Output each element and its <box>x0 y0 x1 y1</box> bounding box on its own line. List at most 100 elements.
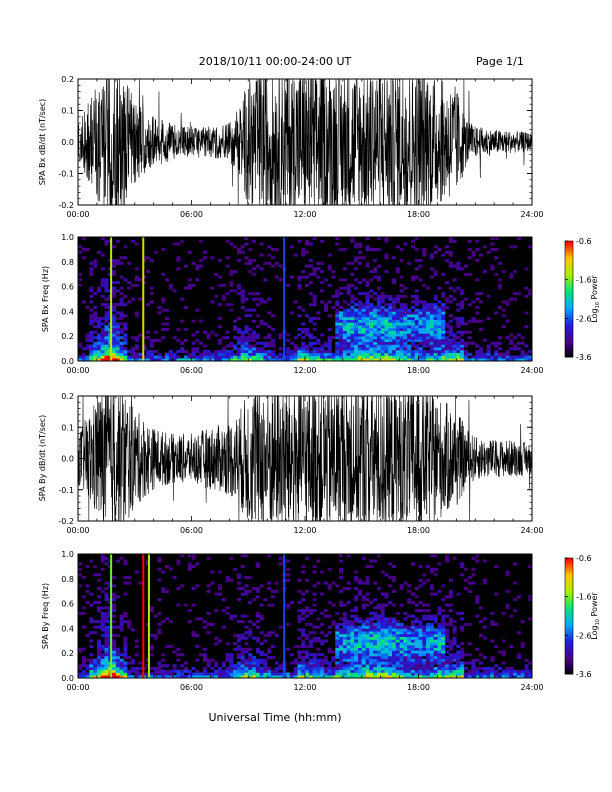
spectrogram-cell <box>100 281 105 285</box>
spectrogram-cell <box>331 275 336 279</box>
spectrogram-cell <box>373 631 378 635</box>
y-tick-label: 1.0 <box>61 550 74 559</box>
spectrogram-cell <box>471 358 476 362</box>
spectrogram-cell <box>448 644 453 648</box>
spectrogram-cell <box>354 650 359 654</box>
spectrogram-cell <box>448 655 453 660</box>
spectrogram-cell <box>112 305 117 309</box>
spectrogram-cell <box>286 559 291 563</box>
spectrogram-cell <box>479 653 484 657</box>
spectrogram-cell <box>119 556 124 560</box>
spectrogram-cell <box>482 352 487 356</box>
spectrogram-cell <box>104 278 109 282</box>
spectrogram-cell <box>357 325 363 329</box>
spectrogram-cell <box>100 567 105 571</box>
spectrogram-cell <box>437 305 442 309</box>
spectrogram-cell <box>376 275 381 279</box>
spectrogram-cell <box>395 338 400 343</box>
spectrogram-cell <box>513 297 518 301</box>
spectrogram-cell <box>248 270 253 274</box>
spectrogram-cell <box>187 358 192 362</box>
spectrogram-cell <box>384 639 389 643</box>
spectrogram-cell <box>414 625 419 629</box>
spectrogram-cell <box>516 672 521 676</box>
spectrogram-cell <box>369 664 374 668</box>
spectrogram-cell <box>388 664 393 668</box>
x-tick-label: 24:00 <box>520 526 543 535</box>
spectrogram-cell <box>460 319 465 323</box>
spectrogram-cell <box>426 625 431 629</box>
spectrogram-cell <box>312 303 317 307</box>
spectrogram-cell <box>130 666 136 671</box>
by-spectrogram-cells <box>78 554 533 679</box>
spectrogram-cell <box>433 631 438 635</box>
spectrogram-cell <box>392 338 397 343</box>
spectrogram-cell <box>357 628 363 632</box>
spectrogram-cell <box>392 300 397 304</box>
spectrogram-cell <box>373 330 378 334</box>
spectrogram-cell <box>301 675 306 679</box>
spectrogram-cell <box>399 308 404 312</box>
spectrogram-cell <box>479 661 484 665</box>
spectrogram-cell <box>320 239 325 243</box>
spectrogram-cell <box>210 672 215 676</box>
spectrogram-cell <box>240 636 245 640</box>
spectrogram-cell <box>195 658 200 662</box>
spectrogram-cell <box>361 308 366 312</box>
spectrogram-cell <box>380 300 385 304</box>
spectrogram-cell <box>357 245 363 249</box>
spectrogram-cell <box>395 672 400 676</box>
spectrogram-cell <box>191 675 196 679</box>
spectrogram-cell <box>482 559 487 563</box>
spectrogram-cell <box>191 631 196 635</box>
spectrogram-cell <box>100 330 105 334</box>
spectrogram-cell <box>422 658 427 662</box>
spectrogram-cell <box>293 253 298 257</box>
spectrogram-cell <box>236 664 241 668</box>
spectrogram-cell <box>104 338 109 343</box>
spectrogram-cell <box>331 581 336 585</box>
spectrogram-cell <box>376 650 381 654</box>
spectrogram-cell <box>146 330 151 334</box>
spectrogram-cell <box>267 581 272 585</box>
colorbar-segment <box>565 656 573 660</box>
spectrogram-cell <box>357 672 363 676</box>
spectrogram-cell <box>244 358 249 362</box>
spectrogram-cell <box>96 595 101 599</box>
spectrogram-cell <box>497 305 503 309</box>
spectrogram-cell <box>134 358 139 362</box>
spectrogram-cell <box>388 355 393 359</box>
spectrogram-cell <box>221 598 226 602</box>
spectrogram-cell <box>448 330 453 334</box>
spectrogram-cell <box>161 669 166 673</box>
spectrogram-cell <box>130 352 136 356</box>
colorbar-segment <box>565 662 573 665</box>
spectrogram-cell <box>312 267 317 271</box>
spectrogram-cell <box>516 341 521 345</box>
spectrogram-cell <box>100 333 105 337</box>
spectrogram-cell <box>96 639 101 643</box>
spectrogram-cell <box>376 653 381 657</box>
spectrogram-cell <box>475 658 480 662</box>
spectrogram-cell <box>460 565 465 569</box>
spectrogram-cell <box>452 631 457 635</box>
spectrogram-cell <box>240 250 245 254</box>
spectrogram-cell <box>331 352 336 356</box>
spectrogram-cell <box>399 319 404 323</box>
spectrogram-cell <box>422 319 427 323</box>
colorbar-segment <box>565 577 573 580</box>
spectrogram-cell <box>479 349 484 354</box>
colorbar-segment <box>565 670 573 673</box>
spectrogram-cell <box>248 576 253 580</box>
spectrogram-cell <box>418 322 423 326</box>
spectrogram-cell <box>305 589 310 593</box>
spectrogram-cell <box>426 314 431 318</box>
spectrogram-cell <box>248 347 253 351</box>
spectrogram-cell <box>297 672 302 676</box>
spectrogram-cell <box>312 631 317 635</box>
spectrogram-cell <box>414 620 419 624</box>
spectrogram-cell <box>301 347 306 351</box>
spectrogram-cell <box>274 669 279 673</box>
spectrogram-cell <box>123 581 128 585</box>
spectrogram-cell <box>437 606 442 610</box>
